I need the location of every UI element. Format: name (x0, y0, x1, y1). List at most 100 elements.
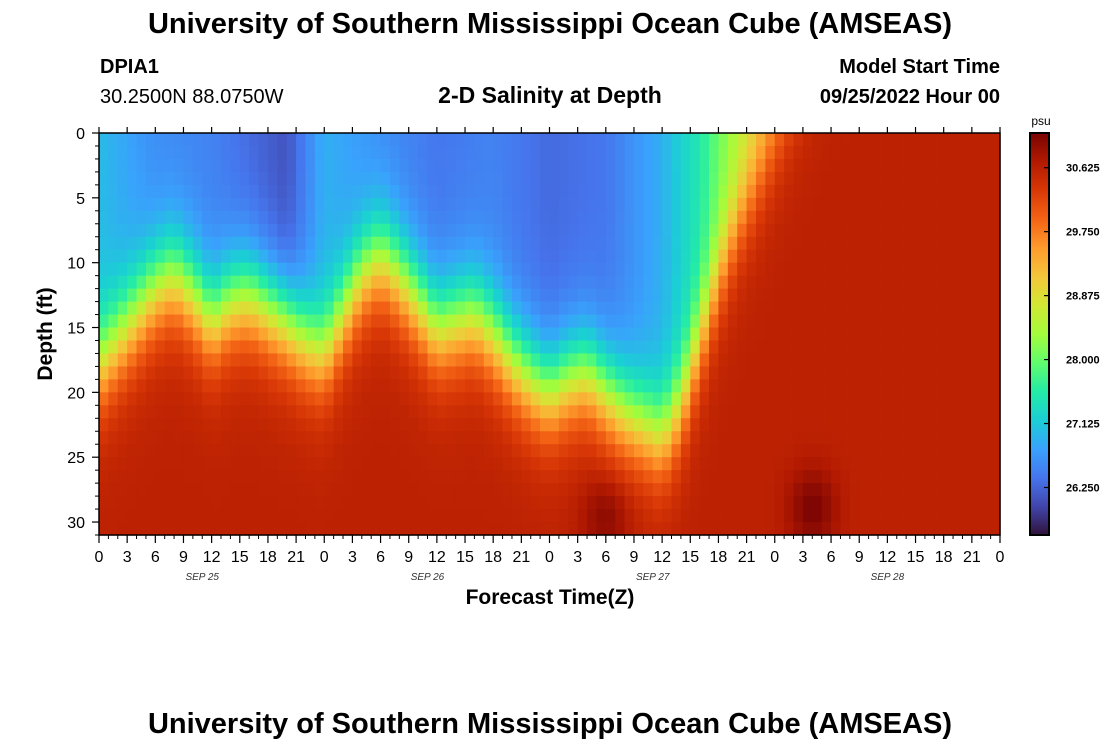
heatmap-cell (108, 483, 119, 497)
heatmap-cell (587, 522, 598, 536)
heatmap-cell (108, 236, 119, 251)
heatmap-cell (568, 184, 579, 199)
heatmap-cell (127, 145, 138, 160)
heatmap-cell (821, 223, 832, 238)
heatmap-cell (361, 145, 372, 160)
heatmap-cell (258, 379, 269, 393)
heatmap-cell (812, 470, 823, 484)
heatmap-cell (605, 483, 616, 497)
heatmap-cell (953, 223, 964, 238)
heatmap-cell (371, 392, 382, 406)
heatmap-cell (211, 522, 222, 536)
heatmap-cell (709, 457, 720, 471)
heatmap-cell (371, 509, 382, 523)
heatmap-cell (662, 249, 673, 264)
heatmap-cell (174, 236, 185, 251)
heatmap-cell (924, 379, 935, 393)
heatmap-cell (474, 262, 485, 277)
heatmap-cell (380, 301, 391, 316)
heatmap-cell (812, 392, 823, 406)
heatmap-cell (643, 496, 654, 510)
heatmap-cell (127, 288, 138, 303)
heatmap-cell (831, 288, 842, 303)
heatmap-cell (802, 236, 813, 251)
heatmap-cell (230, 340, 241, 355)
heatmap-cell (981, 431, 992, 445)
heatmap-cell (849, 133, 860, 147)
heatmap-cell (221, 275, 231, 290)
heatmap-cell (117, 236, 128, 251)
heatmap-cell (990, 262, 1001, 277)
heatmap-cell (896, 340, 907, 355)
heatmap-cell (511, 223, 522, 238)
heatmap-cell (108, 405, 119, 419)
heatmap-cell (192, 288, 203, 303)
heatmap-cell (859, 184, 870, 199)
heatmap-cell (183, 470, 194, 484)
heatmap-cell (145, 353, 156, 368)
heatmap-cell (915, 171, 926, 186)
heatmap-cell (737, 470, 748, 484)
heatmap-cell (596, 249, 607, 264)
heatmap-cell (549, 457, 560, 471)
heatmap-cell (314, 262, 325, 277)
heatmap-cell (812, 379, 823, 393)
heatmap-cell (502, 418, 513, 432)
heatmap-cell (230, 301, 241, 316)
heatmap-cell (192, 249, 203, 264)
heatmap-cell (155, 288, 166, 303)
heatmap-cell (915, 392, 926, 406)
heatmap-cell (418, 522, 429, 536)
heatmap-cell (596, 457, 607, 471)
heatmap-cell (633, 262, 644, 277)
heatmap-cell (680, 145, 691, 160)
heatmap-cell (267, 340, 278, 355)
heatmap-cell (108, 133, 119, 147)
heatmap-cell (633, 301, 644, 316)
heatmap-cell (249, 184, 260, 199)
heatmap-cell (737, 171, 748, 186)
heatmap-cell (314, 418, 325, 432)
colorbar-tick-label: 30.625 (1066, 163, 1100, 175)
heatmap-cell (267, 522, 278, 536)
heatmap-cell (587, 470, 598, 484)
heatmap-cell (549, 133, 560, 147)
heatmap-cell (652, 366, 663, 380)
heatmap-cell (727, 184, 738, 199)
heatmap-cell (389, 288, 400, 303)
heatmap-cell (127, 509, 138, 523)
heatmap-cell (558, 197, 569, 212)
heatmap-cell (887, 184, 898, 199)
heatmap-cell (389, 522, 400, 536)
heatmap-cell (511, 262, 522, 277)
heatmap-cell (333, 379, 344, 393)
heatmap-cell (662, 301, 673, 316)
heatmap-cell (277, 171, 288, 186)
heatmap-cell (286, 184, 297, 199)
heatmap-cell (915, 133, 926, 147)
x-tick-label: 15 (681, 549, 699, 566)
heatmap-cell (380, 340, 391, 355)
heatmap-cell (840, 171, 851, 186)
heatmap-cell (389, 470, 400, 484)
heatmap-cell (859, 444, 870, 458)
heatmap-cell (868, 431, 879, 445)
heatmap-cell (690, 223, 701, 238)
heatmap-cell (521, 210, 532, 225)
heatmap-cell (793, 197, 804, 212)
heatmap-cell (343, 431, 354, 445)
heatmap-cell (483, 184, 494, 199)
heatmap-cell (821, 522, 832, 536)
heatmap-cell (436, 262, 447, 277)
heatmap-cell (343, 418, 354, 432)
heatmap-cell (493, 392, 504, 406)
heatmap-cell (267, 223, 278, 238)
heatmap-cell (249, 314, 260, 329)
heatmap-cell (737, 288, 748, 303)
heatmap-cell (343, 223, 354, 238)
heatmap-cell (371, 496, 382, 510)
heatmap-cell (652, 483, 663, 497)
heatmap-cell (183, 249, 194, 264)
heatmap-cell (145, 405, 156, 419)
date-label: SEP 27 (636, 572, 670, 583)
